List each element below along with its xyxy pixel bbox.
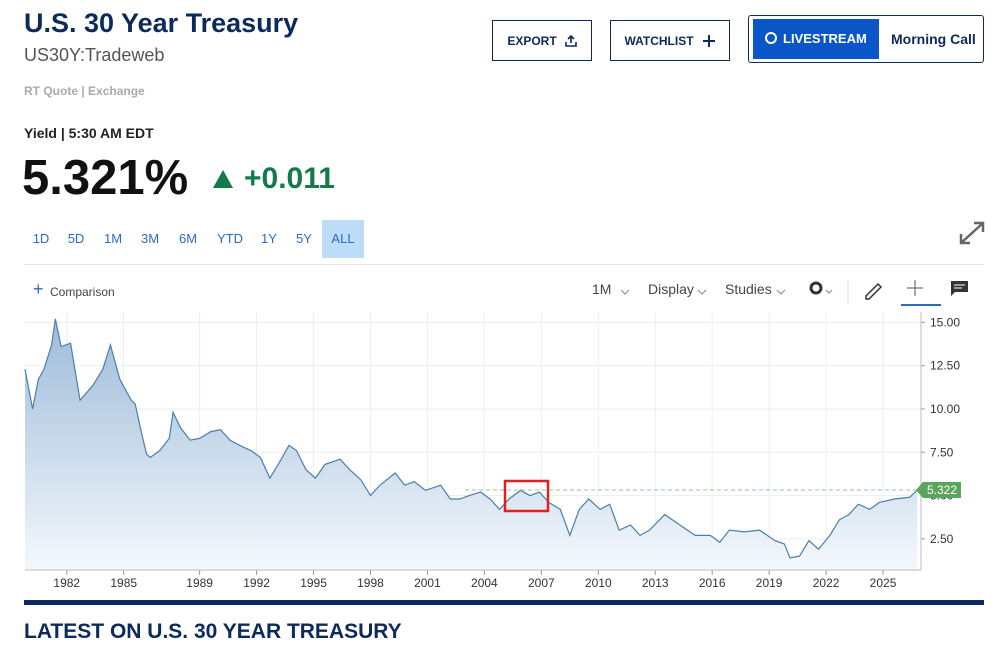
dot xyxy=(765,32,777,44)
range-tab[interactable]: 1D xyxy=(32,231,50,246)
chart: 1982 1985 1989 1992 1995 1998 2001 2004 2007 2010… xyxy=(24,312,961,590)
price: 5.321% xyxy=(22,151,189,205)
label: LIVESTREAM xyxy=(783,31,867,46)
line xyxy=(24,318,918,559)
x-tick-label: 2025 xyxy=(870,576,897,590)
expand-icon[interactable] xyxy=(958,220,986,246)
comparison[interactable]: Comparison xyxy=(50,285,115,299)
symbol: US30Y:Tradeweb xyxy=(24,45,165,65)
range-tab[interactable]: 6M xyxy=(178,231,198,246)
x-tick-label: 2004 xyxy=(471,576,498,590)
y-tick-label: 2.50 xyxy=(930,532,954,546)
toolbar-icons xyxy=(620,280,968,306)
x-tick-label: 1992 xyxy=(243,576,270,590)
divider xyxy=(24,264,984,265)
x-tick-label: 1995 xyxy=(300,576,327,590)
x-tick-label: 2019 xyxy=(756,576,783,590)
range-tab[interactable]: YTD xyxy=(217,231,243,246)
x-tick-label: 2010 xyxy=(585,576,612,590)
title: U.S. 30 Year Treasury xyxy=(24,8,299,38)
x-tick-label: 1982 xyxy=(53,576,80,590)
studies[interactable]: Studies xyxy=(725,281,772,297)
range-tab[interactable]: 5D xyxy=(67,231,85,246)
x-tick-label: 1985 xyxy=(110,576,137,590)
range-tab[interactable]: 5Y xyxy=(296,231,312,246)
label: WATCHLIST xyxy=(624,33,694,48)
morning-call: Morning Call xyxy=(891,31,976,47)
range-tab[interactable]: 3M xyxy=(140,231,160,246)
x-tick-label: 2007 xyxy=(528,576,555,590)
icon xyxy=(702,34,715,47)
last-value-tag xyxy=(916,481,961,498)
quote-source: RT Quote | Exchange xyxy=(24,84,145,98)
watchlist-button[interactable]: WATCHLIST xyxy=(610,20,730,61)
icon xyxy=(564,34,577,47)
section-bar xyxy=(24,600,984,605)
section-title: LATEST ON U.S. 30 YEAR TREASURY xyxy=(24,620,402,643)
x-tick-label: 2022 xyxy=(813,576,840,590)
range-tab[interactable]: 1Y xyxy=(261,231,277,246)
range-tab[interactable]: 1M xyxy=(103,231,123,246)
interval[interactable]: 1M xyxy=(592,281,612,297)
last-value-label: 5.322 xyxy=(927,483,957,497)
livestream: LIVESTREAM xyxy=(753,19,879,59)
label: EXPORT xyxy=(507,33,557,48)
up-arrow xyxy=(213,170,233,188)
change: +0.011 xyxy=(244,162,335,195)
y-tick-label: 10.00 xyxy=(930,402,960,416)
x-tick-label: 1998 xyxy=(357,576,384,590)
display[interactable]: Display xyxy=(648,281,694,297)
x-tick-label: 2016 xyxy=(699,576,726,590)
x-tick-label: 2013 xyxy=(642,576,669,590)
export-button[interactable]: EXPORT xyxy=(492,20,592,61)
area xyxy=(25,318,918,570)
livestream-button[interactable]: LIVESTREAM Morning Call xyxy=(748,15,984,63)
yield-time: Yield | 5:30 AM EDT xyxy=(24,125,154,141)
highlight-box xyxy=(503,479,550,513)
x-tick-label: 2001 xyxy=(414,576,441,590)
x-tick-label: 1989 xyxy=(186,576,213,590)
range-tab[interactable]: ALL xyxy=(322,220,364,258)
plus: + xyxy=(33,279,44,299)
y-tick-label: 7.50 xyxy=(930,445,954,459)
y-tick-label: 15.00 xyxy=(930,315,960,329)
y-tick-label: 12.50 xyxy=(930,359,960,373)
